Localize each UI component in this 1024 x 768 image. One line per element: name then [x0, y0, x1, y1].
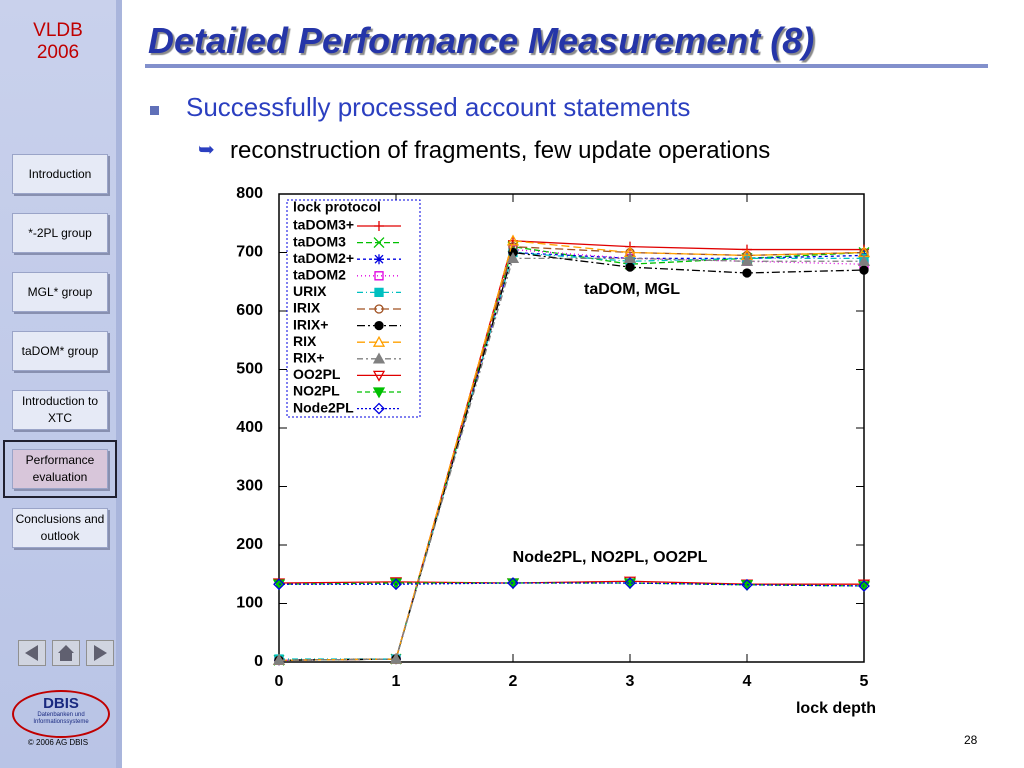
- marker: [740, 254, 754, 266]
- legend-marker: [374, 254, 384, 265]
- legend-label: RIX+: [293, 350, 325, 366]
- x-tick-label: 1: [392, 673, 401, 690]
- legend-label: IRIX+: [293, 316, 328, 332]
- marker: [506, 234, 520, 246]
- next-button[interactable]: [86, 640, 114, 666]
- legend-marker: [372, 335, 386, 347]
- legend-label: NO2PL: [293, 383, 340, 399]
- y-tick-label: 200: [236, 536, 263, 553]
- sub-bullet: reconstruction of fragments, few update …: [230, 137, 771, 164]
- year: 2006: [36, 42, 80, 63]
- y-tick-label: 400: [236, 419, 263, 436]
- legend-marker: [374, 271, 384, 281]
- logo-subtitle: Datenbanken und Informationssysteme: [33, 712, 89, 725]
- legend-label: Node2PL: [293, 399, 354, 415]
- slide-title: Detailed Performance Measurement (8): [148, 20, 815, 61]
- conference: VLDB: [33, 20, 83, 41]
- marker: [273, 578, 285, 591]
- series-line: [278, 257, 864, 661]
- chart: 0 100 200 300 400 500 600 700 800 0 1 2 3 4 5 lock dept…: [236, 185, 876, 717]
- legend-marker: [374, 320, 384, 331]
- x-tick-label: 4: [743, 673, 752, 690]
- nav-button[interactable]: Performance evaluation: [3, 440, 117, 498]
- legend-title: lock protocol: [293, 199, 381, 215]
- y-tick-label: 800: [236, 185, 263, 202]
- nav-button[interactable]: *-2PL group: [12, 213, 108, 253]
- marker: [742, 268, 752, 278]
- x-tick-label: 5: [860, 673, 869, 690]
- y-tick-label: 300: [236, 478, 263, 495]
- marker: [624, 577, 636, 589]
- series-line: [278, 240, 865, 661]
- sidebar: VLDB 2006 Introduction *-2PL group MGL* gr…: [0, 0, 122, 768]
- legend-marker: [374, 221, 384, 231]
- legend-label: taDOM3+: [293, 217, 354, 233]
- marker: [389, 652, 403, 664]
- legend-marker: [374, 287, 384, 298]
- series-line: [279, 251, 864, 660]
- marker: [859, 265, 869, 275]
- y-tick-label: 100: [236, 595, 263, 612]
- page-number: 28: [964, 733, 978, 747]
- legend-marker: [373, 237, 385, 249]
- nav-button[interactable]: taDOM* group: [12, 331, 108, 371]
- logo: DBIS Datenbanken und Informationssysteme: [12, 690, 110, 738]
- legend-label: IRIX: [293, 300, 321, 316]
- series-line: [279, 582, 865, 587]
- legend-label: URIX: [293, 283, 327, 299]
- bullet: Successfully processed account statement…: [186, 92, 691, 122]
- marker: [625, 262, 635, 272]
- series-line: [278, 580, 864, 585]
- series-line: [278, 245, 865, 661]
- marker: [858, 580, 870, 592]
- copyright: © 2006 AG DBIS: [27, 738, 89, 747]
- x-tick-label: 0: [275, 673, 284, 690]
- marker: [506, 252, 520, 263]
- y-tick-label: 600: [236, 302, 263, 319]
- marker: [741, 578, 753, 591]
- logo-text: DBIS: [43, 695, 79, 712]
- legend-marker: [372, 387, 386, 399]
- nav-button[interactable]: Introduction: [12, 154, 108, 194]
- bullet-marker: [150, 106, 159, 115]
- x-axis-label: lock depth: [796, 700, 876, 717]
- y-tick-label: 700: [236, 244, 263, 261]
- legend-marker: [372, 352, 386, 364]
- title-rule: [145, 64, 988, 68]
- legend-marker: [374, 304, 384, 314]
- x-tick-label: 2: [509, 673, 518, 690]
- legend-label: taDOM2: [293, 267, 346, 283]
- nav-button[interactable]: Conclusions and outlook: [12, 508, 108, 548]
- prev-button[interactable]: [18, 640, 46, 666]
- marker: [623, 252, 637, 263]
- marker: [859, 247, 869, 258]
- marker: [272, 653, 286, 665]
- legend-marker: [372, 370, 386, 382]
- nav-button[interactable]: Introduction to XTC: [12, 390, 108, 430]
- x-tick-label: 3: [626, 673, 635, 690]
- legend-label: taDOM2+: [293, 250, 354, 266]
- marker: [507, 577, 519, 589]
- sub-bullet-marker: ➥: [198, 139, 215, 161]
- home-button[interactable]: [52, 640, 80, 666]
- y-tick-label: 0: [254, 653, 263, 670]
- marker: [857, 254, 871, 266]
- annotation: taDOM, MGL: [584, 281, 680, 298]
- legend-label: taDOM3: [293, 233, 346, 249]
- legend-marker: [373, 402, 385, 415]
- marker: [390, 578, 402, 591]
- nav-button[interactable]: MGL* group: [12, 272, 108, 312]
- legend-label: OO2PL: [293, 366, 341, 382]
- marker: [742, 250, 752, 261]
- legend-label: RIX: [293, 333, 317, 349]
- annotation: Node2PL, NO2PL, OO2PL: [513, 549, 708, 566]
- y-tick-label: 500: [236, 361, 263, 378]
